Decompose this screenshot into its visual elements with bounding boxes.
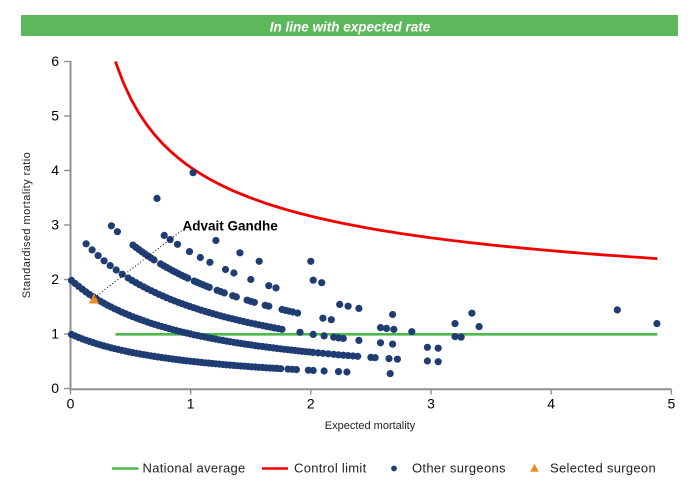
svg-text:Other surgeons: Other surgeons xyxy=(412,461,506,476)
svg-text:1: 1 xyxy=(187,396,195,412)
svg-text:1: 1 xyxy=(51,326,59,342)
svg-text:National average: National average xyxy=(143,461,246,476)
svg-text:Standardised mortality ratio: Standardised mortality ratio xyxy=(21,152,33,299)
svg-text:4: 4 xyxy=(547,396,555,412)
svg-text:0: 0 xyxy=(67,396,75,412)
svg-text:4: 4 xyxy=(51,162,59,178)
svg-text:5: 5 xyxy=(668,396,676,412)
svg-text:2: 2 xyxy=(307,396,315,412)
svg-text:5: 5 xyxy=(51,108,59,124)
svg-text:3: 3 xyxy=(51,217,59,233)
svg-text:Control limit: Control limit xyxy=(294,461,367,476)
svg-text:2: 2 xyxy=(51,271,59,287)
svg-text:Advait Gandhe: Advait Gandhe xyxy=(183,219,279,234)
svg-text:In line with expected rate: In line with expected rate xyxy=(270,20,431,35)
svg-text:3: 3 xyxy=(427,396,435,412)
svg-text:Expected mortality: Expected mortality xyxy=(325,420,416,432)
svg-text:0: 0 xyxy=(51,380,59,396)
svg-text:Selected surgeon: Selected surgeon xyxy=(550,461,656,476)
svg-text:6: 6 xyxy=(51,53,59,69)
